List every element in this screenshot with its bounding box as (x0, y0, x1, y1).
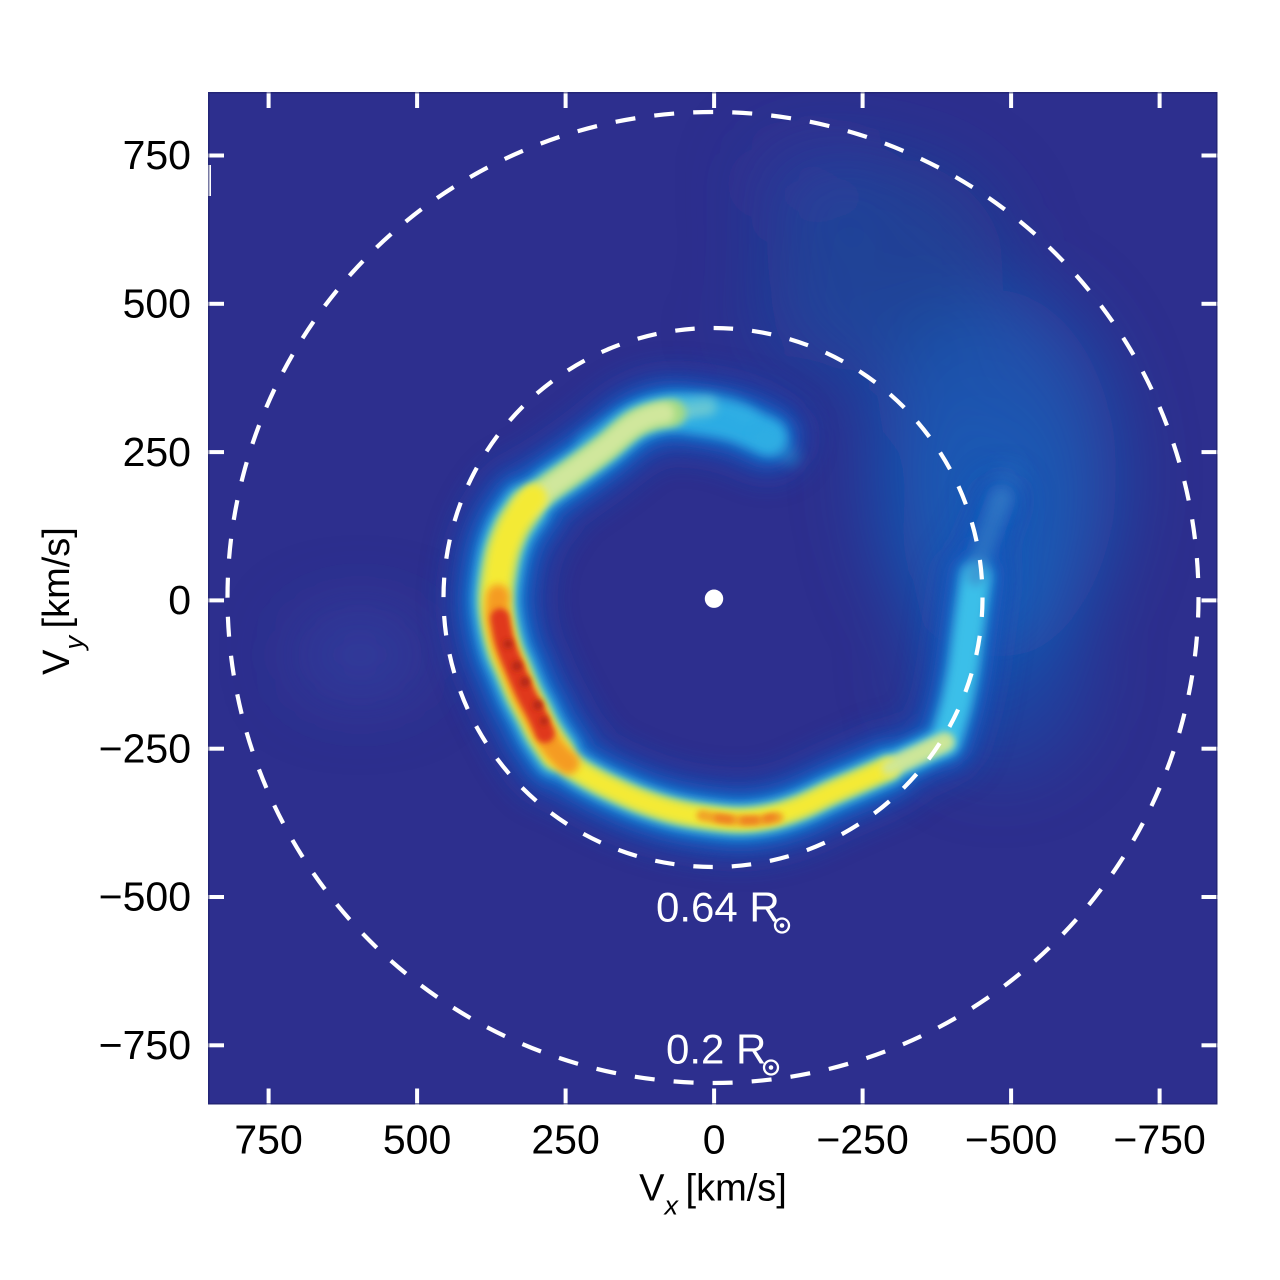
svg-text:500: 500 (123, 281, 191, 327)
svg-text:750: 750 (234, 1117, 302, 1163)
svg-text:250: 250 (123, 429, 191, 475)
svg-text:−500: −500 (99, 874, 191, 920)
svg-text:−250: −250 (99, 725, 191, 771)
svg-text:0.2 R: 0.2 R (666, 1026, 766, 1073)
svg-text:−750: −750 (99, 1022, 191, 1068)
svg-text:0: 0 (168, 577, 191, 623)
svg-text:0: 0 (703, 1117, 726, 1163)
svg-text:Vy [km/s]: Vy [km/s] (36, 527, 89, 675)
svg-text:Vx [km/s]: Vx [km/s] (639, 1168, 787, 1221)
svg-text:−750: −750 (1113, 1117, 1205, 1163)
svg-text:500: 500 (383, 1117, 451, 1163)
svg-text:250: 250 (531, 1117, 599, 1163)
svg-text:−250: −250 (816, 1117, 908, 1163)
svg-text:0.64 R: 0.64 R (656, 884, 780, 931)
svg-text:750: 750 (123, 132, 191, 178)
svg-text:−500: −500 (965, 1117, 1057, 1163)
